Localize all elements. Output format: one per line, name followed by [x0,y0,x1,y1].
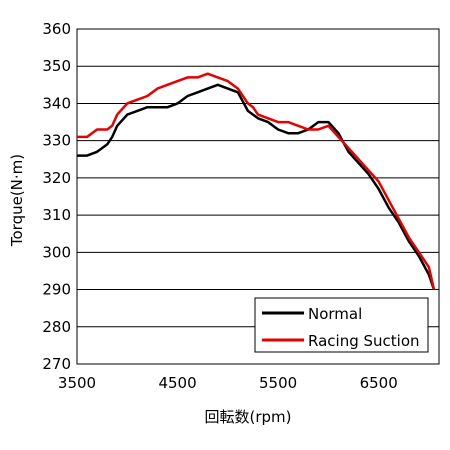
y-tick-label: 360 [42,20,71,38]
series-line-normal [77,83,436,291]
y-tick-label: 340 [42,94,71,112]
x-tick-label: 4500 [158,374,196,392]
y-tick-label: 270 [42,355,71,373]
legend: Normal Racing Suction [254,297,429,353]
y-tick-labels: 270 280 290 300 310 320 330 340 350 360 [42,20,71,373]
y-axis-title: Torque(N·m) [8,154,26,247]
x-axis-title: 回転数(rpm) [204,408,291,426]
legend-label-normal: Normal [308,305,362,323]
y-tick-label: 290 [42,281,71,299]
x-tick-label: 5500 [259,374,297,392]
legend-label-racing-suction: Racing Suction [308,332,420,350]
series-line-racing-suction [77,72,436,290]
y-tick-label: 300 [42,243,71,261]
y-tick-label: 310 [42,206,71,224]
y-tick-label: 350 [42,57,71,75]
y-tick-label: 320 [42,169,71,187]
y-tick-label: 330 [42,132,71,150]
plot-frame [76,28,440,365]
series-layer [77,72,436,291]
x-tick-labels: 3500 4500 5500 6500 [58,374,398,392]
y-tick-label: 280 [42,318,71,336]
x-tick-label: 6500 [360,374,398,392]
x-tick-label: 3500 [58,374,96,392]
legend-box [254,297,429,353]
